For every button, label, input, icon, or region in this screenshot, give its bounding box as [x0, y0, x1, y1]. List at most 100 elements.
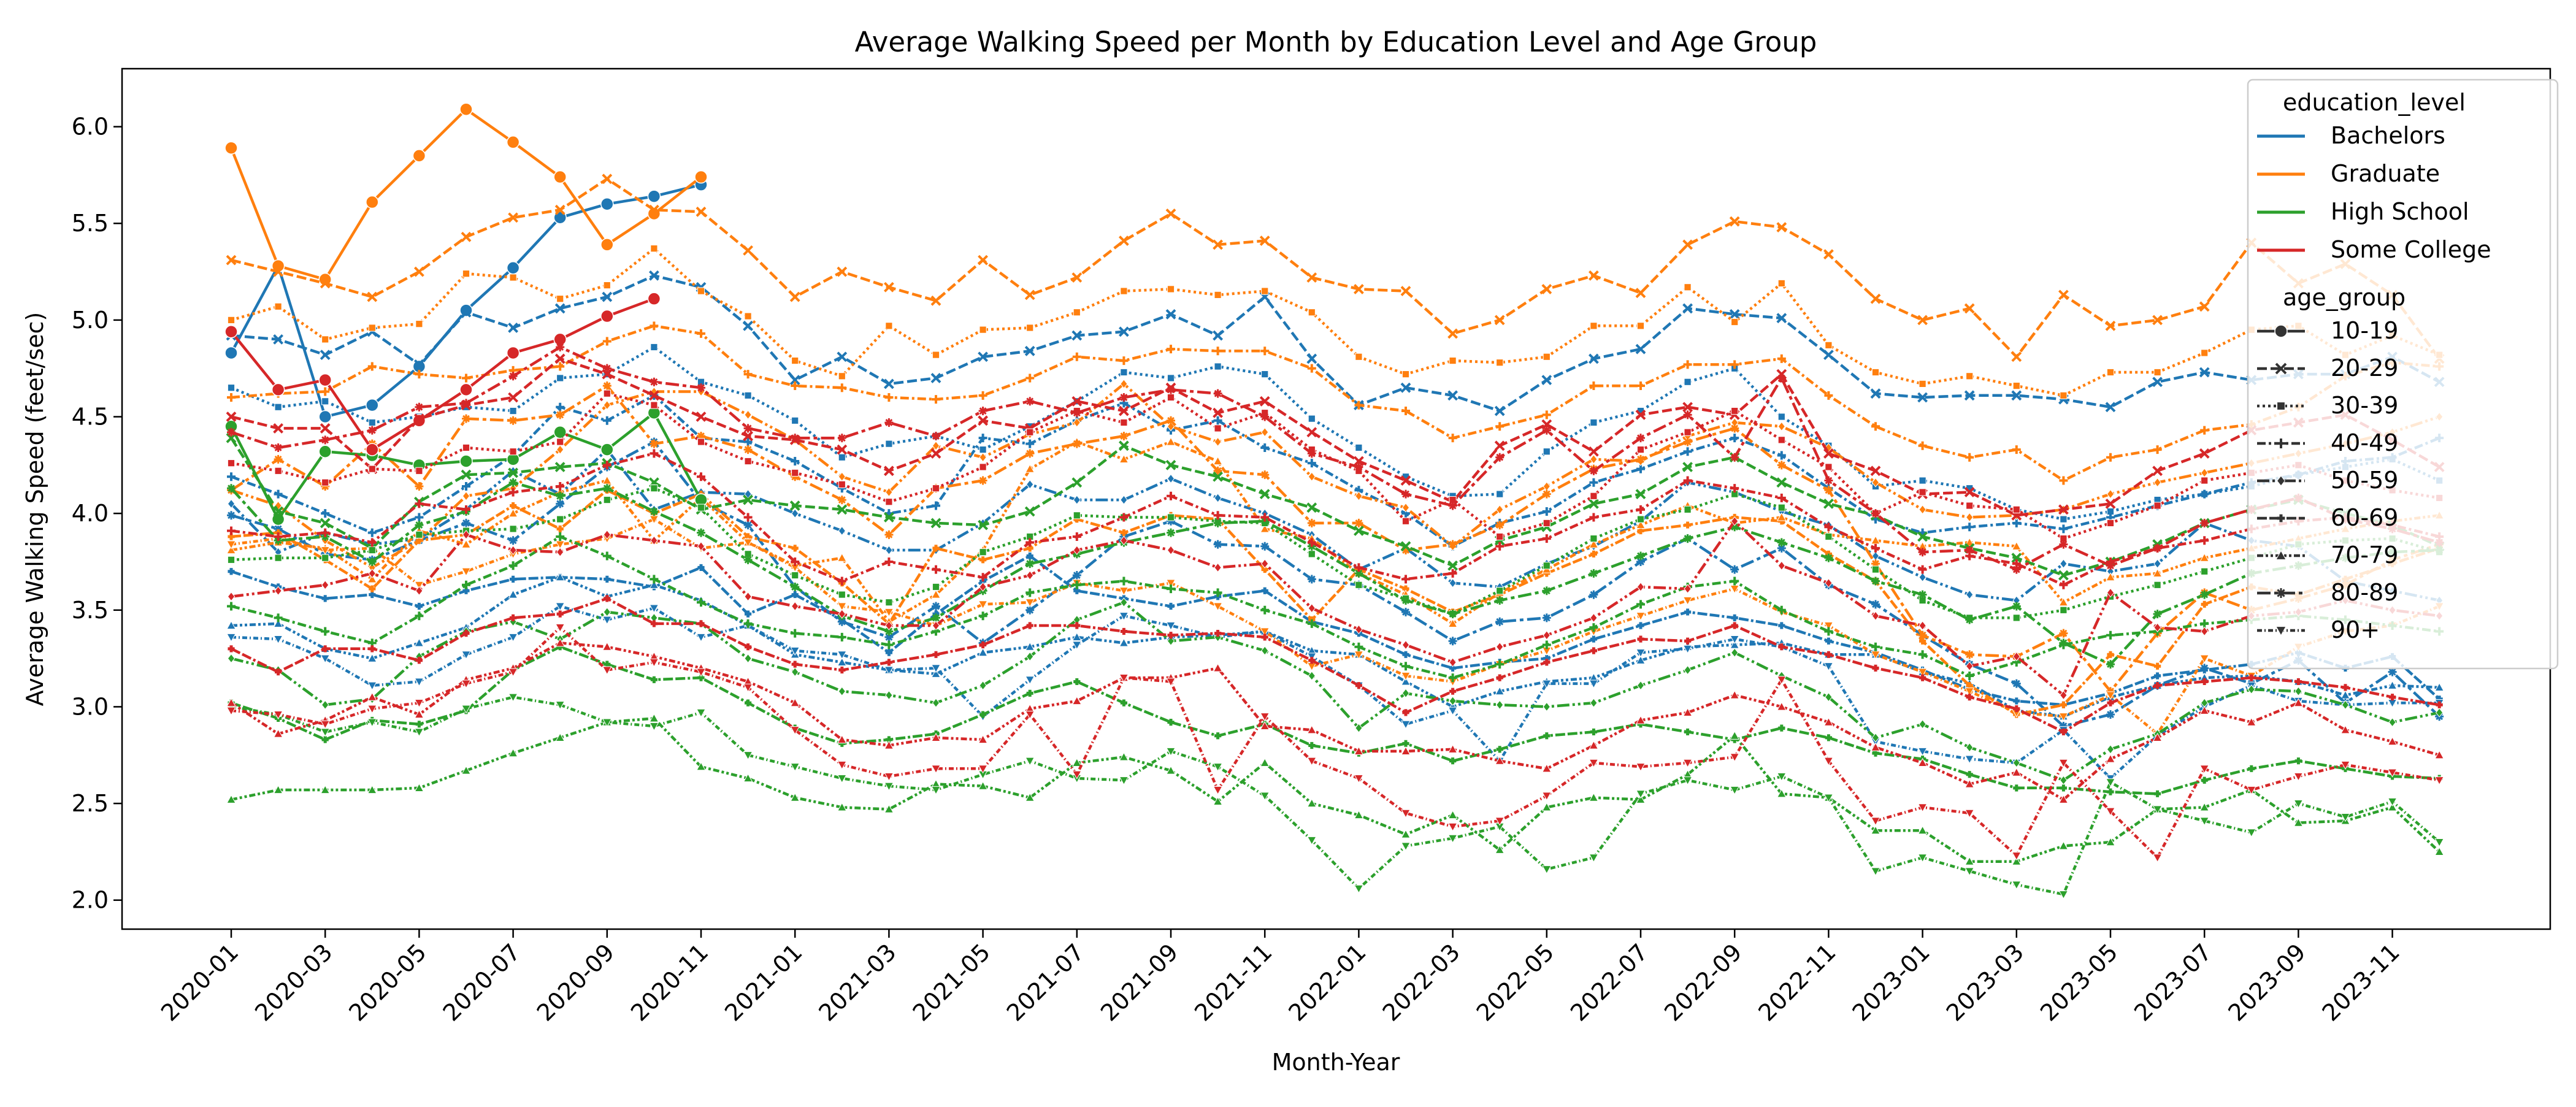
data-point: [2152, 377, 2163, 388]
data-point: [368, 418, 376, 427]
data-point: [2153, 502, 2161, 510]
data-point: [367, 784, 377, 794]
data-point: [789, 291, 800, 302]
data-point: [508, 536, 518, 545]
data-point: [1167, 719, 1175, 726]
data-point: [1213, 588, 1222, 597]
data-point: [1777, 279, 1785, 288]
data-point: [2201, 776, 2208, 784]
data-point: [1400, 475, 1411, 486]
data-point: [791, 469, 799, 477]
data-point: [1308, 415, 1316, 423]
data-point: [1026, 552, 1033, 560]
data-point: [1966, 372, 1974, 380]
data-point: [274, 586, 282, 596]
data-point: [1684, 521, 1692, 529]
data-point: [461, 307, 472, 318]
series-line: [231, 394, 2440, 548]
data-point: [1119, 587, 1129, 596]
data-point: [2058, 841, 2069, 850]
data-point: [1261, 287, 1269, 295]
data-point: [273, 266, 284, 277]
data-point: [1777, 373, 1786, 383]
data-point: [883, 378, 894, 389]
series-high-school-50-59: [227, 597, 2444, 786]
data-point: [1026, 324, 1034, 332]
data-point: [1542, 534, 1551, 543]
data-point: [1118, 440, 1129, 451]
data-point: [1448, 569, 1457, 578]
data-point: [2199, 301, 2210, 312]
data-point: [2058, 891, 2069, 900]
data-point: [1214, 630, 1222, 637]
data-point: [1777, 461, 1786, 470]
data-point: [2246, 717, 2256, 726]
data-point: [932, 440, 940, 451]
data-point: [978, 407, 987, 416]
data-point: [1449, 696, 1457, 706]
series-line: [231, 452, 2440, 587]
data-point: [1871, 733, 1880, 743]
data-point: [2106, 368, 2115, 377]
data-point: [1260, 542, 1270, 551]
data-point: [1684, 608, 1692, 616]
series-some-college-60-69: [228, 595, 2443, 736]
data-point: [602, 461, 611, 470]
data-point: [1214, 632, 1222, 642]
data-point: [1401, 596, 1410, 605]
data-point: [697, 620, 705, 627]
data-point: [1966, 502, 1974, 510]
data-point: [320, 654, 331, 664]
data-point: [369, 591, 376, 599]
data-point: [1682, 707, 1693, 716]
data-point: [273, 618, 283, 627]
data-point: [1589, 590, 1598, 599]
data-point: [461, 651, 471, 660]
series-line: [231, 695, 2440, 896]
data-point: [1541, 802, 1552, 811]
data-point: [2342, 684, 2349, 691]
data-point: [1260, 427, 1269, 437]
data-point: [790, 792, 800, 802]
data-point: [1496, 587, 1504, 595]
data-point: [2276, 588, 2286, 598]
legend-style-label: 40-49: [2331, 429, 2398, 456]
data-point: [1918, 630, 1927, 640]
data-point: [462, 505, 470, 514]
data-point: [1636, 557, 1645, 566]
data-point: [1730, 576, 1739, 586]
data-point: [1120, 699, 1127, 707]
data-point: [461, 539, 471, 548]
data-point: [650, 535, 658, 546]
legend-style-label: 50-59: [2331, 467, 2398, 494]
data-point: [648, 390, 659, 401]
data-point: [791, 629, 800, 638]
data-point: [791, 591, 799, 599]
data-point: [1918, 548, 1927, 557]
data-point: [1776, 676, 1787, 685]
data-point: [1543, 659, 1551, 666]
data-point: [791, 416, 799, 424]
data-point: [1495, 845, 1505, 854]
data-point: [1542, 410, 1551, 419]
data-point: [1636, 505, 1645, 514]
data-point: [1354, 884, 1364, 894]
data-point: [884, 530, 894, 539]
data-point: [2154, 682, 2161, 689]
data-point: [508, 668, 518, 677]
series-line: [230, 384, 2440, 693]
data-point: [318, 373, 332, 387]
data-point: [2248, 674, 2255, 681]
data-point: [415, 402, 424, 412]
data-point: [1494, 315, 1505, 326]
data-point: [2199, 553, 2210, 562]
data-point: [2275, 626, 2287, 637]
data-point: [320, 423, 331, 434]
data-point: [1306, 653, 1317, 662]
data-point: [2060, 606, 2068, 614]
data-point: [791, 601, 799, 611]
data-point: [2060, 784, 2067, 792]
data-point: [2199, 817, 2210, 826]
data-point: [1871, 742, 1880, 751]
data-point: [2058, 597, 2069, 607]
